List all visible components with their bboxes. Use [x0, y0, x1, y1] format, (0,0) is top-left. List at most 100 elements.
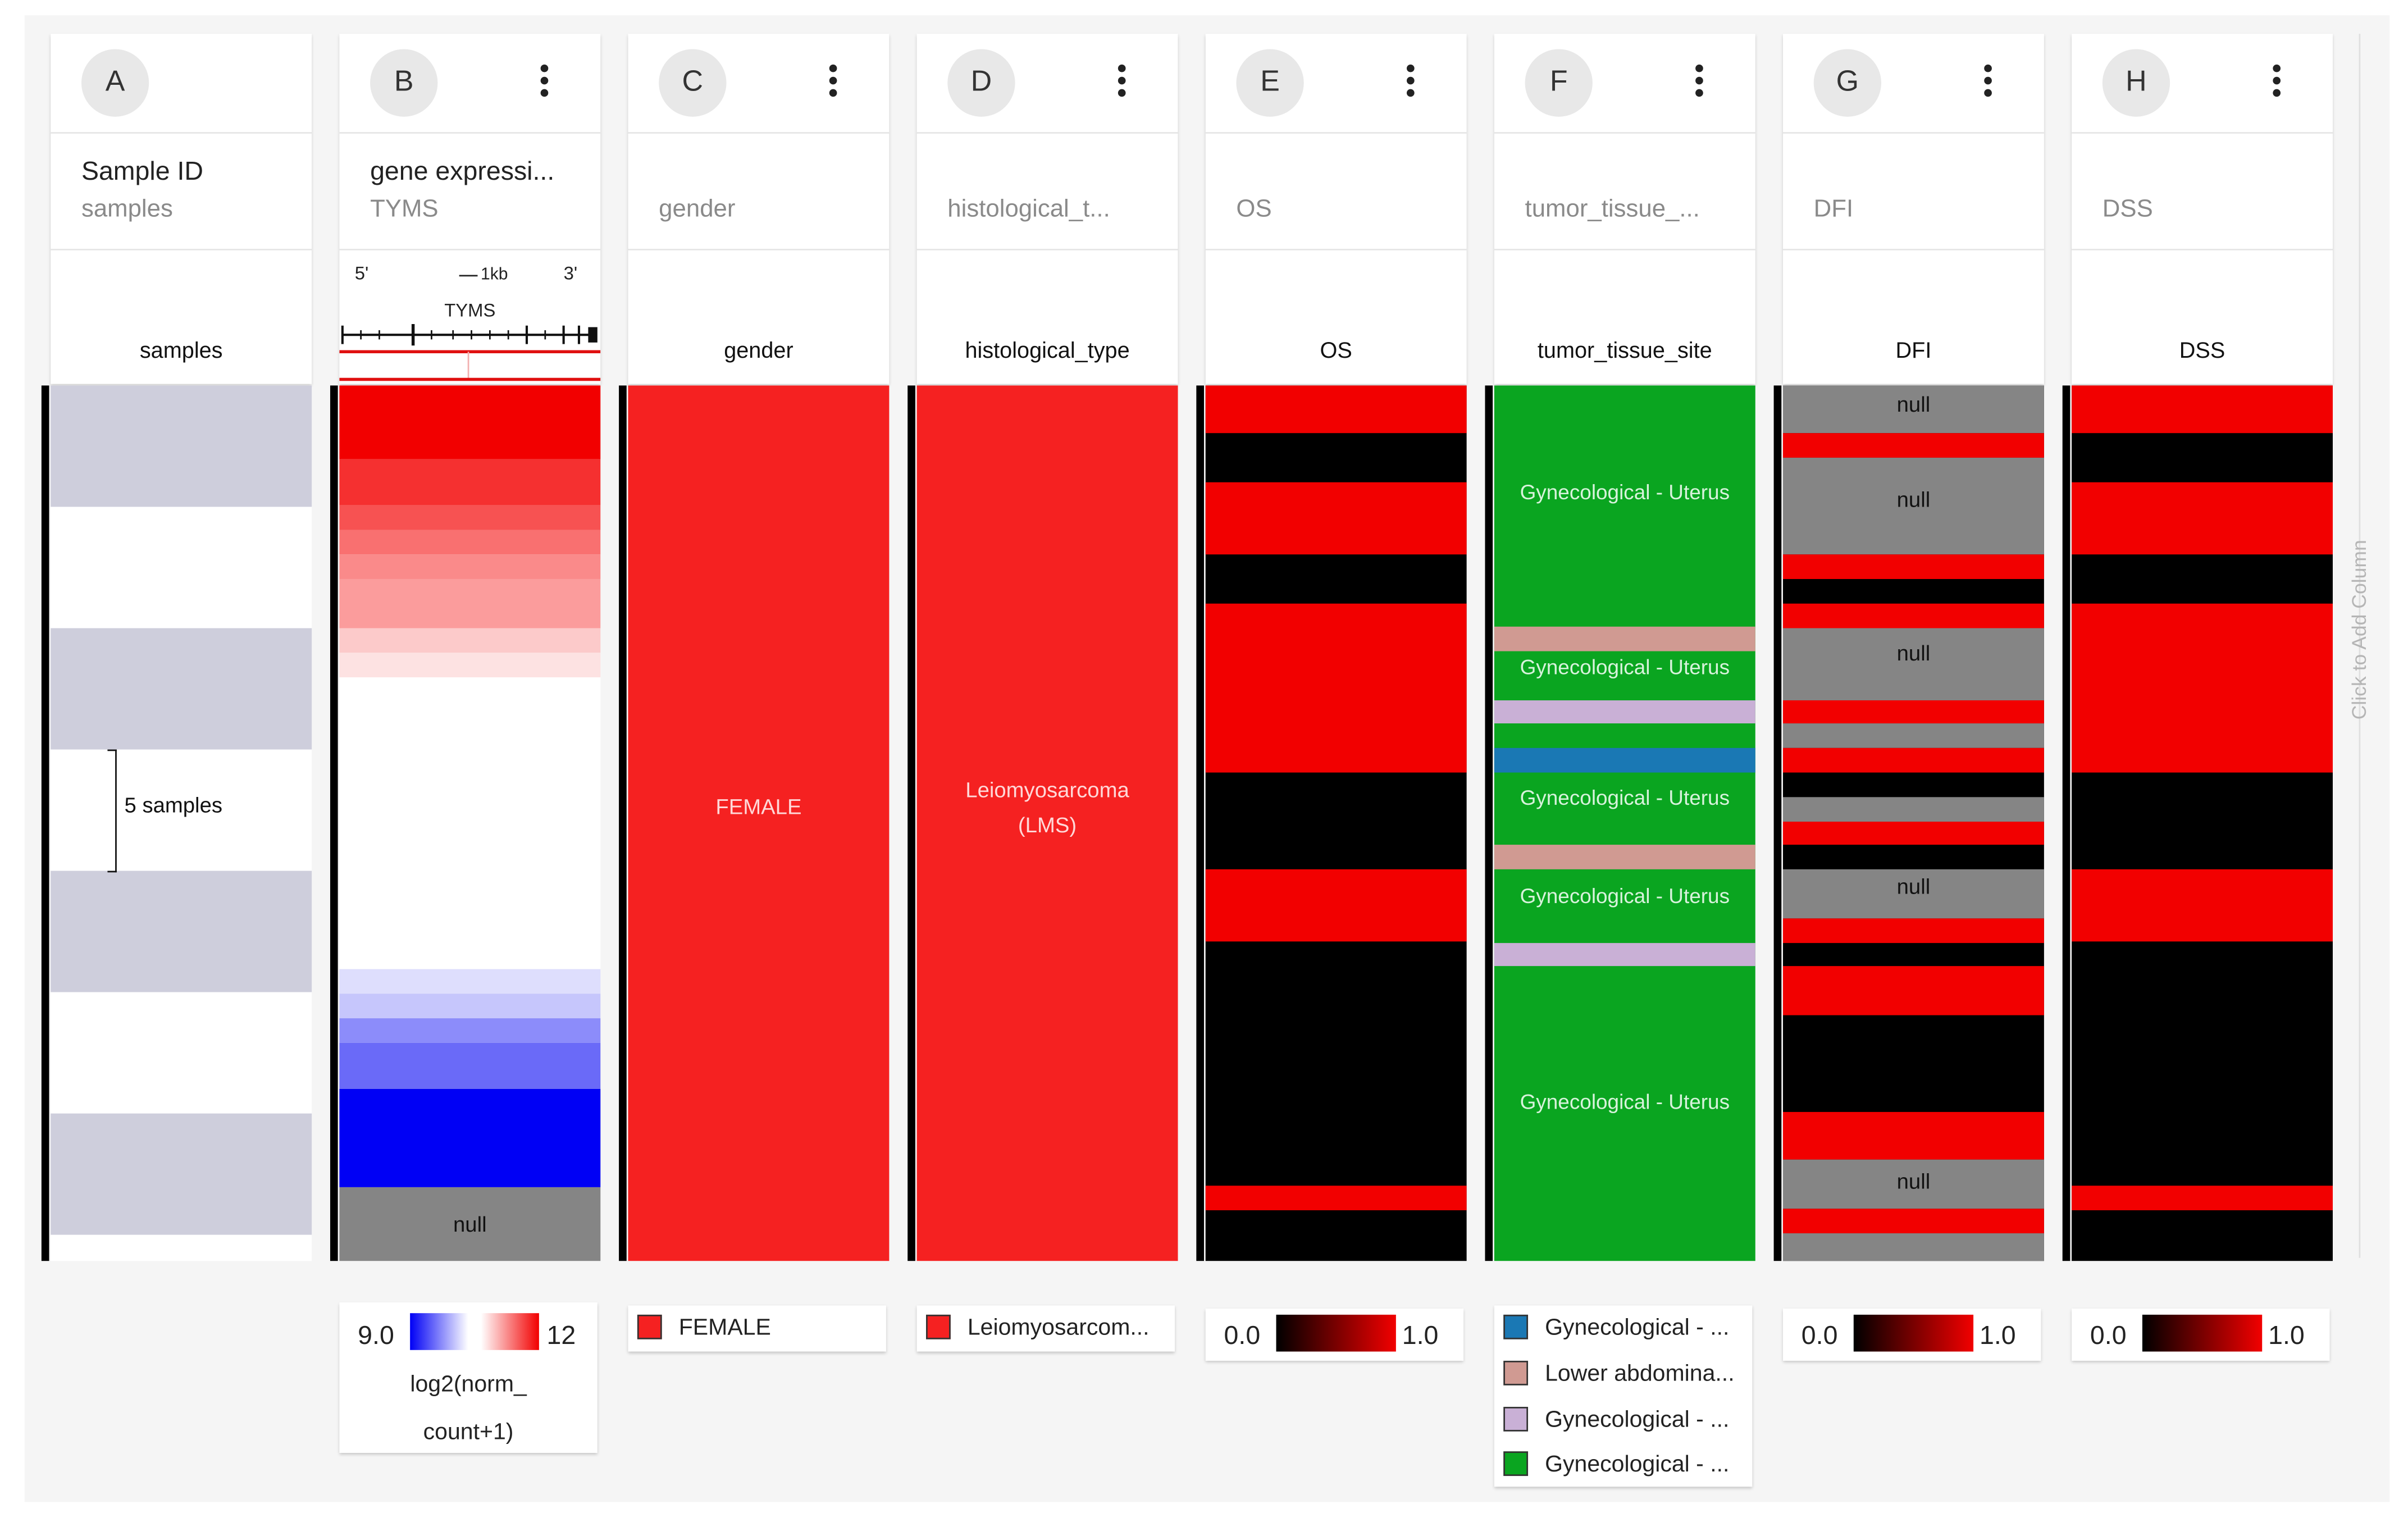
- expression-cell: [339, 385, 601, 459]
- sample-bracket: [107, 749, 117, 873]
- dss-legend: 0.0 1.0: [2072, 1308, 2330, 1361]
- expression-cell: [339, 578, 601, 628]
- dfi-null-cell: [1782, 797, 2044, 822]
- column-b-rowline: [330, 385, 338, 1261]
- column-e-field-label: OS: [1320, 339, 1352, 364]
- expression-null-cell: null: [339, 1187, 601, 1261]
- column-e-rowline: [1196, 385, 1205, 1261]
- add-column-divider: [2359, 34, 2361, 1258]
- column-e-header[interactable]: E OS OS: [1205, 34, 1467, 384]
- expression-cell: [339, 530, 601, 555]
- column-h-header[interactable]: H DSS DSS: [2072, 34, 2333, 384]
- column-e-subtitle: OS: [1236, 197, 1272, 223]
- os-legend-min: 0.0: [1224, 1320, 1261, 1350]
- os-body[interactable]: [1205, 385, 1467, 1261]
- tissue-cell-gyn-lavender: [1494, 943, 1755, 967]
- column-f-header[interactable]: F tumor_tissue_... tumor_tissue_site: [1494, 34, 1755, 384]
- dfi-cell: [1782, 1209, 2044, 1233]
- column-c-menu-icon[interactable]: [825, 64, 840, 104]
- column-f-subtitle: tumor_tissue_...: [1525, 197, 1700, 223]
- expression-cell: [339, 653, 601, 678]
- column-b-title: gene expressi...: [370, 156, 555, 186]
- tissue-legend-label: Gynecological - ...: [1545, 1314, 1730, 1341]
- dss-cell: [2072, 482, 2333, 555]
- gender-legend: FEMALE: [628, 1305, 886, 1352]
- os-legend-max: 1.0: [1402, 1320, 1439, 1350]
- scale-label: 1kb: [480, 266, 508, 284]
- dfi-null-cell: null: [1782, 1159, 2044, 1209]
- tissue-legend-swatch: [1503, 1314, 1529, 1339]
- dss-legend-max: 1.0: [2268, 1320, 2305, 1350]
- expression-cell: [339, 1088, 601, 1187]
- gender-body[interactable]: FEMALE: [628, 385, 890, 1261]
- column-h-menu-icon[interactable]: [2268, 64, 2283, 104]
- dss-legend-min: 0.0: [2090, 1320, 2127, 1350]
- dfi-legend-min: 0.0: [1801, 1320, 1838, 1350]
- column-a-title: Sample ID: [81, 156, 204, 186]
- histological-legend-label: Leiomyosarcom...: [967, 1314, 1150, 1341]
- histological-legend: Leiomyosarcom...: [916, 1305, 1175, 1352]
- expression-cell: [339, 677, 601, 969]
- dss-body[interactable]: [2072, 385, 2333, 1261]
- legend-min: 9.0: [358, 1320, 394, 1350]
- column-b-header[interactable]: B gene expressi... TYMS 5' 3' 1kb TYMS: [339, 34, 601, 384]
- column-d-letter: D: [947, 49, 1015, 117]
- column-g-menu-icon[interactable]: [1980, 64, 1995, 104]
- dfi-cell: [1782, 748, 2044, 773]
- column-h-subtitle: DSS: [2102, 197, 2153, 223]
- dfi-legend: 0.0 1.0: [1782, 1308, 2041, 1361]
- column-d-subtitle: histological_t...: [947, 197, 1110, 223]
- column-c-header[interactable]: C gender gender: [628, 34, 890, 384]
- dfi-cell: [1782, 700, 2044, 724]
- tissue-legend-label: Gynecological - ...: [1545, 1451, 1730, 1478]
- column-b-letter: B: [370, 49, 438, 117]
- tissue-label: Gynecological - Uterus: [1520, 786, 1730, 810]
- column-c-field-label: gender: [724, 339, 793, 364]
- column-e-menu-icon[interactable]: [1402, 64, 1417, 104]
- os-cell: [1205, 869, 1467, 942]
- sample-band: [51, 871, 312, 992]
- dfi-cell: [1782, 554, 2044, 579]
- column-c-letter: C: [659, 49, 727, 117]
- histological-type-body[interactable]: Leiomyosarcoma (LMS): [916, 385, 1178, 1261]
- column-h-rowline: [2062, 385, 2070, 1261]
- column-a-subtitle: samples: [81, 197, 173, 223]
- sample-band: [51, 1234, 312, 1261]
- dfi-null-label: null: [1896, 486, 1931, 512]
- sample-band: [51, 507, 312, 628]
- tissue-cell-gyn-lavender: [1494, 700, 1755, 724]
- column-a-rowline: [41, 385, 49, 1261]
- dfi-body[interactable]: null null null null null: [1782, 385, 2044, 1261]
- column-d-header[interactable]: D histological_t... histological_type: [916, 34, 1178, 384]
- sample-band: [51, 749, 312, 871]
- tissue-legend-swatch: [1503, 1406, 1529, 1432]
- dfi-null-cell: [1782, 723, 2044, 748]
- column-d-menu-icon[interactable]: [1114, 64, 1129, 104]
- os-cell: [1205, 603, 1467, 773]
- column-g-rowline: [1773, 385, 1782, 1261]
- samples-column-body[interactable]: 5 samples: [51, 385, 312, 1261]
- tumor-tissue-site-body[interactable]: Gynecological - Uterus Gynecological - U…: [1494, 385, 1755, 1261]
- column-d-field-label: histological_type: [965, 339, 1130, 364]
- column-b-menu-icon[interactable]: [536, 64, 551, 104]
- gene-expression-body[interactable]: null: [339, 385, 601, 1261]
- add-column-button[interactable]: Click to Add Column: [2343, 461, 2374, 799]
- column-a-header[interactable]: A Sample ID samples samples: [51, 34, 312, 384]
- five-prime-label: 5': [354, 262, 369, 284]
- legend-max: 12: [546, 1320, 576, 1350]
- gender-value-label: FEMALE: [715, 794, 802, 819]
- add-column-label: Click to Add Column: [2347, 540, 2371, 720]
- sample-band: [51, 992, 312, 1114]
- column-f-menu-icon[interactable]: [1691, 64, 1706, 104]
- expression-cell: [339, 554, 601, 579]
- tissue-label: Gynecological - Uterus: [1520, 1090, 1730, 1114]
- column-g-subtitle: DFI: [1813, 197, 1854, 223]
- tissue-site-legend: Gynecological - ... Lower abdomina... Gy…: [1494, 1305, 1753, 1487]
- dfi-cell: [1782, 603, 2044, 628]
- os-legend: 0.0 1.0: [1205, 1308, 1464, 1361]
- column-g-header[interactable]: G DFI DFI: [1782, 34, 2044, 384]
- sample-band: [51, 1113, 312, 1235]
- gender-legend-label: FEMALE: [678, 1314, 771, 1341]
- gender-legend-swatch: [637, 1314, 662, 1339]
- column-c-subtitle: gender: [659, 197, 736, 223]
